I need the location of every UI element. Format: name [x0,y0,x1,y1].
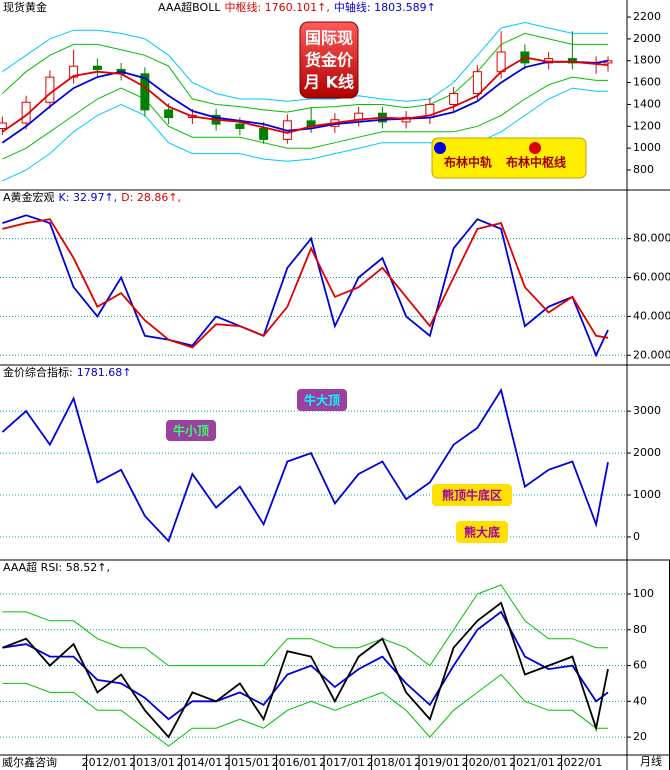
panel-header: 金价综合指标: 1781.68↑ [3,365,131,379]
annotation-box [297,389,347,411]
y-tick-label: 80.0000 [633,232,670,245]
x-tick-label: 2021/01 [509,756,555,769]
line-series [2,214,609,358]
candle-body [259,127,269,140]
header-part: D: 28.86↑, [121,191,181,204]
y-tick-label: 3000 [633,404,661,417]
header-part: A黄金宏观 [3,190,55,204]
line-series [2,87,608,182]
candle-body [567,58,577,64]
badge-text: 月 K线 [303,73,354,92]
y-tick-label: 100 [633,587,654,600]
x-tick-label: 2017/01 [319,756,365,769]
panel-header: AAA超 RSI: 58.52↑, [3,560,110,574]
y-tick-label: 20.0000 [633,348,670,361]
panel-header: AAA超BOLL 中枢线: 1760.101↑, 中轴线: 1803.589↑ [158,0,436,14]
candle-body [449,93,459,105]
y-tick-label: 0 [633,530,640,543]
annotation: 牛大顶 [304,393,340,408]
candle-body [69,65,79,78]
y-tick-label: 80 [633,623,647,636]
annotation: 熊大底 [464,525,500,540]
candle-body [92,65,102,70]
y-tick-label: 1000 [633,488,661,501]
line-series [2,32,608,113]
candle-body [472,71,482,95]
y-tick-label: 40.0000 [633,309,670,322]
y-tick-label: 2200 [633,10,661,23]
y-tick-label: 1800 [633,54,661,67]
candle-body [140,73,150,111]
y-tick-label: 60.0000 [633,271,670,284]
annotation-box [166,420,216,441]
y-tick-label: 60 [633,659,647,672]
x-tick-label: 2014/01 [177,756,223,769]
footer-source: 威尔鑫咨询 [2,755,57,769]
x-tick-label: 2016/01 [272,756,318,769]
line-series [2,610,609,721]
badge-box [299,21,359,99]
candle-body [45,76,55,103]
y-tick-label: 2000 [633,32,661,45]
x-tick-label: 2019/01 [414,756,460,769]
x-tick-label: 2013/01 [129,756,175,769]
y-tick-label: 1400 [633,97,661,110]
line-series [1,59,609,144]
y-tick-label: 1600 [633,76,661,89]
legend-dot [529,142,541,154]
candle-body [0,122,7,129]
line-series [1,387,609,543]
header-part: AAA超BOLL [158,0,221,14]
header-part: K: 32.97↑, [59,191,118,204]
line-series [2,584,608,667]
x-tick-label: 2022/01 [557,756,603,769]
x-tick-label: 2012/01 [82,756,128,769]
badge-text: 货金价 [305,51,354,70]
header-part: 中轴线: 1803.589↑ [334,0,436,14]
legend-label: 布林中枢线 [506,155,566,170]
x-tick-label: 2015/01 [224,756,270,769]
header-part: AAA超 RSI: 58.52↑, [3,560,110,574]
candle-body [164,109,174,119]
footer-period: 月线 [640,754,662,768]
line-series [2,76,608,160]
annotation-box [456,521,508,543]
header-part: 金价综合指标: [3,365,73,379]
y-tick-label: 800 [633,163,654,176]
line-series [1,56,609,134]
panel-header: A黄金宏观 K: 32.97↑, D: 28.86↑, [3,190,181,204]
annotation-box [432,484,512,506]
badge-text: 国际现 [305,29,353,48]
candle-body [496,51,506,73]
line-series [2,218,609,349]
header-part: 1781.68↑ [77,366,132,379]
line-series [2,21,608,102]
line-series [2,673,608,747]
annotation: 牛小顶 [173,423,209,438]
y-tick-label: 2000 [633,446,661,459]
y-tick-label: 40 [633,694,647,707]
y-tick-label: 20 [633,730,647,743]
legend-label: 布林中轨 [444,155,492,170]
candle-body [235,123,245,129]
panel-name: 现货黄金 [3,0,47,14]
legend-box [431,137,587,179]
legend-dot [434,142,446,154]
header-part: 中枢线: 1760.101↑, [224,0,329,14]
x-tick-label: 2020/01 [462,756,508,769]
annotation: 熊顶牛底区 [442,488,502,503]
line-series [2,601,609,739]
y-tick-label: 1200 [633,119,661,132]
y-tick-label: 1000 [633,141,661,154]
x-tick-label: 2018/01 [367,756,413,769]
